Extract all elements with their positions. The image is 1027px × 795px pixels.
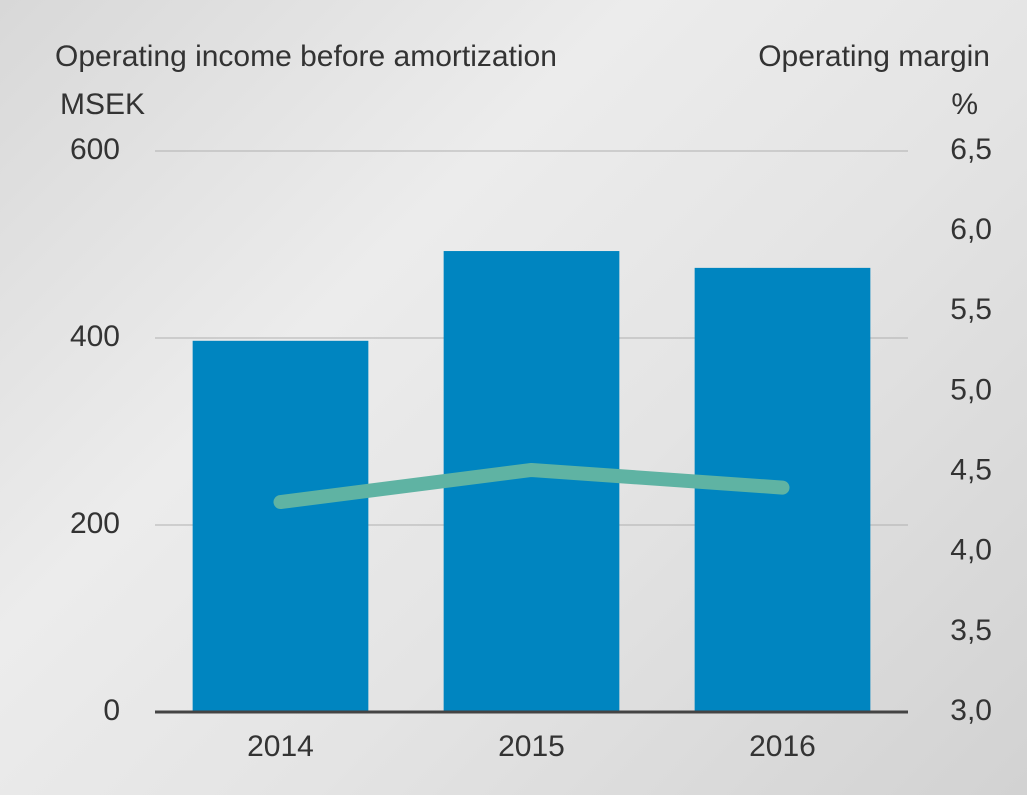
y2-tick-label: 4,0 — [950, 534, 992, 567]
y2-axis-title: Operating margin — [758, 40, 990, 73]
y-tick-label: 0 — [103, 694, 120, 727]
y2-tick-label: 5,0 — [950, 373, 992, 406]
y2-tick-label: 4,5 — [950, 453, 992, 486]
y-tick-label: 400 — [70, 320, 120, 353]
y2-tick-label: 6,5 — [950, 133, 992, 166]
y-tick-label: 600 — [70, 133, 120, 166]
x-tick-label: 2014 — [247, 730, 314, 763]
y2-tick-label: 3,0 — [950, 694, 992, 727]
y-tick-label: 200 — [70, 507, 120, 540]
x-tick-label: 2015 — [498, 730, 565, 763]
y2-tick-label: 6,0 — [950, 213, 992, 246]
y2-unit: % — [951, 88, 978, 121]
bar — [192, 340, 369, 712]
y-axis-title: Operating income before amortization — [55, 40, 557, 73]
y-unit: MSEK — [60, 88, 145, 121]
line — [273, 462, 790, 510]
x-tick-label: 2016 — [749, 730, 816, 763]
y2-tick-label: 3,5 — [950, 614, 992, 647]
y2-tick-label: 5,5 — [950, 293, 992, 326]
